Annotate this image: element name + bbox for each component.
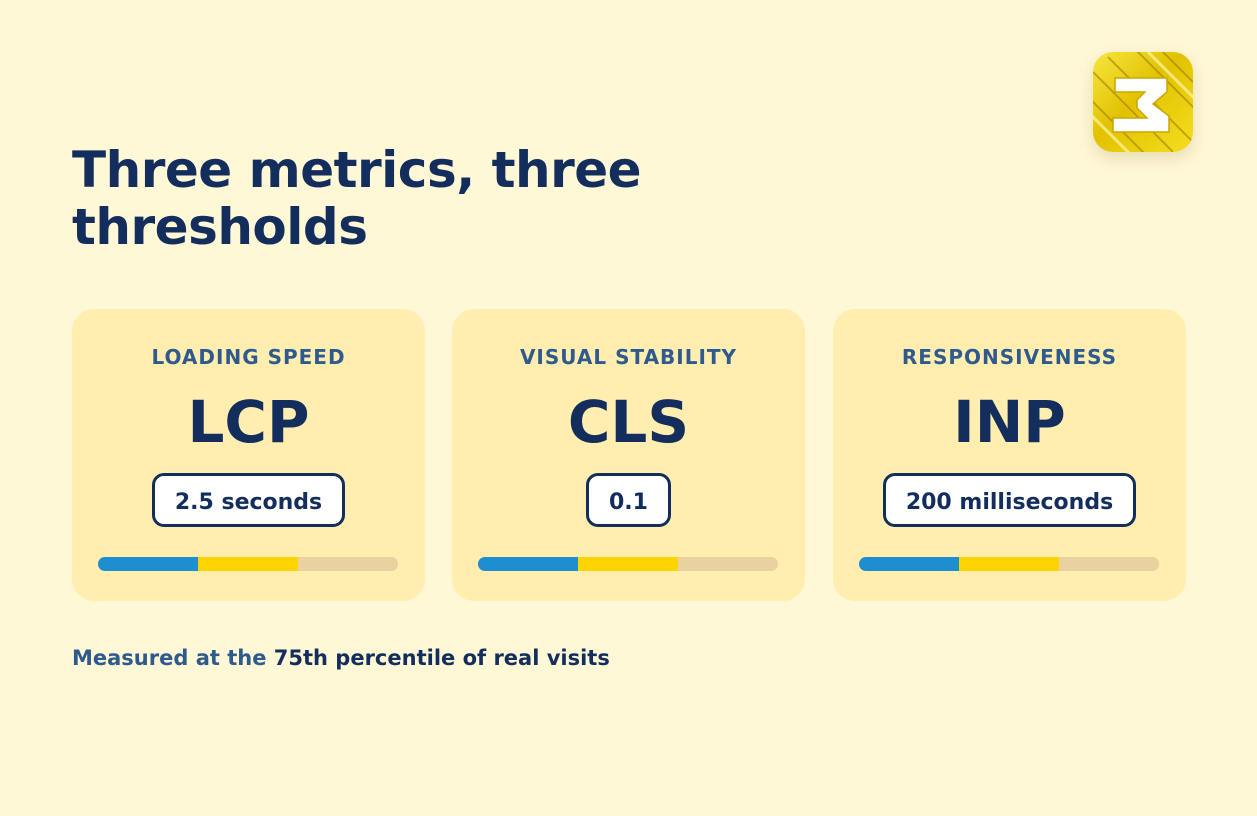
footnote-emphasis: 75th percentile of real visits <box>273 646 610 670</box>
bar-segment-needs-improvement <box>197 557 298 571</box>
bar-segment-poor <box>1058 557 1159 571</box>
threshold-bar <box>478 557 778 571</box>
footnote: Measured at the 75th percentile of real … <box>72 646 610 670</box>
number-three-badge-icon <box>1093 52 1193 152</box>
bar-segment-poor <box>677 557 778 571</box>
threshold-badge: 0.1 <box>586 473 671 527</box>
metric-abbreviation: CLS <box>567 388 690 456</box>
threshold-bar <box>859 557 1159 571</box>
metric-card-inp: RESPONSIVENESS INP 200 milliseconds <box>833 309 1186 601</box>
bar-segment-needs-improvement <box>577 557 678 571</box>
footnote-lead: Measured at the <box>72 646 267 670</box>
metric-category: RESPONSIVENESS <box>901 345 1118 369</box>
metric-card-lcp: LOADING SPEED LCP 2.5 seconds <box>72 309 425 601</box>
threshold-badge: 200 milliseconds <box>882 473 1137 527</box>
bar-segment-good <box>98 557 198 571</box>
metric-cards: LOADING SPEED LCP 2.5 seconds VISUAL STA… <box>72 309 1186 601</box>
metric-category: VISUAL STABILITY <box>519 345 738 369</box>
threshold-badge: 2.5 seconds <box>151 473 346 527</box>
metric-abbreviation: LCP <box>187 388 310 456</box>
bar-segment-needs-improvement <box>958 557 1059 571</box>
metric-category: LOADING SPEED <box>151 345 346 369</box>
bar-segment-good <box>859 557 959 571</box>
page-title: Three metrics, three thresholds <box>72 141 642 256</box>
threshold-bar <box>98 557 398 571</box>
metric-abbreviation: INP <box>953 388 1066 456</box>
metric-card-cls: VISUAL STABILITY CLS 0.1 <box>452 309 805 601</box>
bar-segment-poor <box>297 557 398 571</box>
bar-segment-good <box>478 557 578 571</box>
